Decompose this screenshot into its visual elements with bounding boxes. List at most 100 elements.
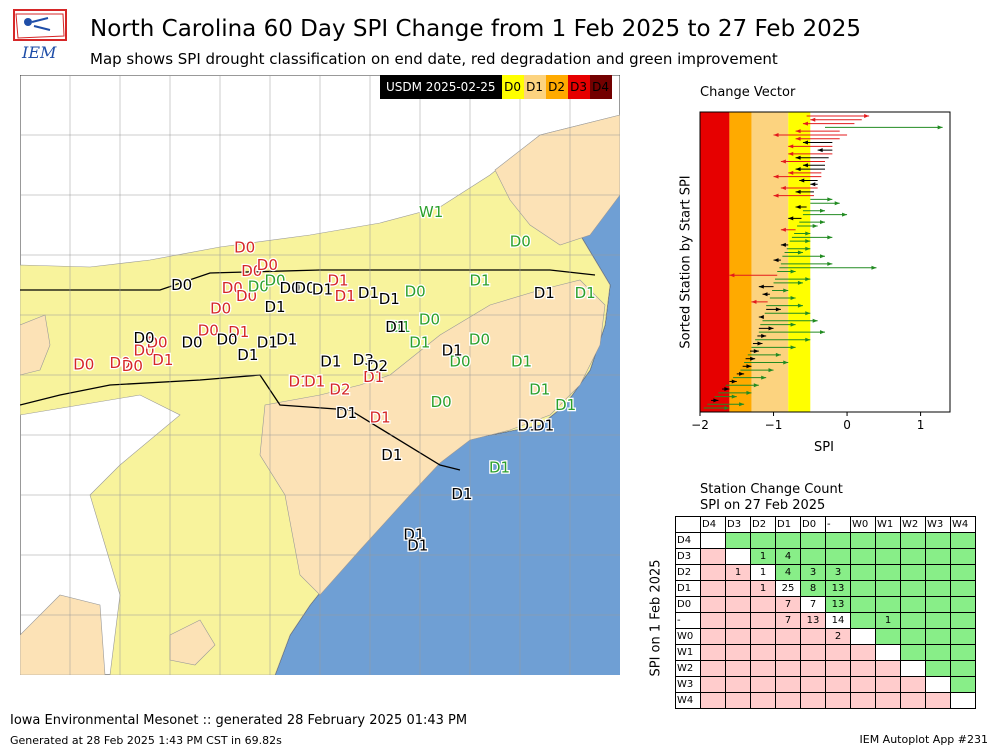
usdm-d2: D2 <box>545 75 568 99</box>
count-cell <box>875 676 901 693</box>
count-cell <box>875 564 901 581</box>
class-band-d3 <box>700 112 730 412</box>
change-vector-arrowhead <box>788 216 794 221</box>
station-label: D3 <box>353 351 374 369</box>
change-vector-arrowhead <box>751 299 757 304</box>
change-vector-arrowhead <box>739 371 745 376</box>
change-vector-arrowhead <box>864 114 870 118</box>
change-vector-arrowhead <box>758 314 764 319</box>
change-vector-xlabel: SPI <box>814 440 834 455</box>
station-label: D1 <box>442 342 463 360</box>
change-vector-chart: −2 −1 0 1 <box>691 111 951 432</box>
table-row: D2 1 1 4 3 3 <box>675 564 976 581</box>
count-cell <box>700 596 726 613</box>
count-cell <box>775 692 801 709</box>
row-header: - <box>675 612 701 629</box>
count-cell <box>925 644 951 661</box>
count-cell <box>825 548 851 565</box>
count-cell <box>875 660 901 677</box>
count-cell <box>750 596 776 613</box>
change-vector-arrowhead <box>773 174 779 179</box>
change-vector-arrowhead <box>753 349 759 354</box>
count-cell: 13 <box>825 580 851 597</box>
count-cell <box>850 580 876 597</box>
count-cell <box>875 644 901 661</box>
change-vector-arrowhead <box>746 390 752 395</box>
change-vector-arrowhead <box>761 375 767 380</box>
count-cell: 7 <box>800 596 826 613</box>
count-cell: 3 <box>800 564 826 581</box>
change-vector-arrowhead <box>795 136 801 141</box>
change-vector-arrowhead <box>871 265 877 270</box>
count-cell <box>750 660 776 677</box>
count-cell <box>925 692 951 709</box>
row-header: W1 <box>675 644 701 661</box>
change-count-title: Station Change Count <box>700 482 843 497</box>
change-vector-arrowhead <box>753 383 759 388</box>
count-cell <box>950 580 976 597</box>
d1-region-west <box>20 314 51 376</box>
count-cell <box>725 596 751 613</box>
column-header: W4 <box>950 516 976 533</box>
count-cell: 1 <box>750 564 776 581</box>
change-vector-arrowhead <box>805 246 811 251</box>
change-vector-frame <box>699 111 951 413</box>
station-label: D0 <box>241 262 262 280</box>
count-cell <box>700 628 726 645</box>
count-cell: 25 <box>775 580 801 597</box>
change-vector-arrowhead <box>812 223 818 228</box>
count-cell <box>700 580 726 597</box>
count-cell <box>825 676 851 693</box>
count-cell <box>925 548 951 565</box>
station-label: D1 <box>358 284 379 302</box>
count-cell <box>825 692 851 709</box>
count-cell <box>725 644 751 661</box>
station-label: D1 <box>529 381 550 399</box>
station-label: D1 <box>328 271 349 289</box>
row-header: W2 <box>675 660 701 677</box>
change-vector-arrowhead <box>805 311 811 316</box>
change-vector-arrowhead <box>731 379 737 384</box>
count-cell <box>725 676 751 693</box>
count-cell <box>875 532 901 549</box>
station-label: D0 <box>210 299 231 317</box>
count-cell <box>850 676 876 693</box>
station-label: D0 <box>280 279 301 297</box>
change-vector-arrowhead <box>812 318 818 323</box>
count-cell: 1 <box>750 580 776 597</box>
count-cell <box>750 612 776 629</box>
table-row: W0 2 <box>675 628 976 645</box>
count-cell: 8 <box>800 580 826 597</box>
usdm-d1: D1 <box>523 75 546 99</box>
table-corner <box>675 516 701 533</box>
count-cell <box>900 596 926 613</box>
count-cell <box>800 532 826 549</box>
count-cell <box>900 628 926 645</box>
change-vector-arrowhead <box>762 292 768 297</box>
change-vector-arrowhead <box>799 178 805 183</box>
station-label: D1 <box>228 323 249 341</box>
station-label: D1 <box>370 409 391 427</box>
change-vector-arrowhead <box>729 273 735 278</box>
table-row: D4 <box>675 532 976 549</box>
x-tick-label: 1 <box>917 418 925 432</box>
station-label: D2 <box>367 357 388 375</box>
count-cell <box>700 532 726 549</box>
count-cell <box>850 596 876 613</box>
count-cell <box>875 596 901 613</box>
usdm-date-label: USDM 2025-02-25 <box>380 75 502 99</box>
change-vector-arrowhead <box>842 212 848 217</box>
change-count-table: D4 D3 D2 D1 D0- W0 W1 W2 W3 W4 D4 D3 1 4 D2 1 1 4 3 3 D1 1 25 8… <box>675 516 976 709</box>
change-vector-arrowhead <box>780 159 786 164</box>
station-label: D0 <box>234 239 255 257</box>
count-cell <box>900 580 926 597</box>
station-label: D1 <box>379 290 400 308</box>
count-cell <box>700 612 726 629</box>
station-label: D1 <box>237 346 258 364</box>
change-vector-arrowhead <box>773 193 779 198</box>
footer-credit: Iowa Environmental Mesonet :: generated … <box>10 713 468 728</box>
count-cell <box>725 580 751 597</box>
count-cell <box>850 628 876 645</box>
change-vector-arrowhead <box>790 269 796 274</box>
